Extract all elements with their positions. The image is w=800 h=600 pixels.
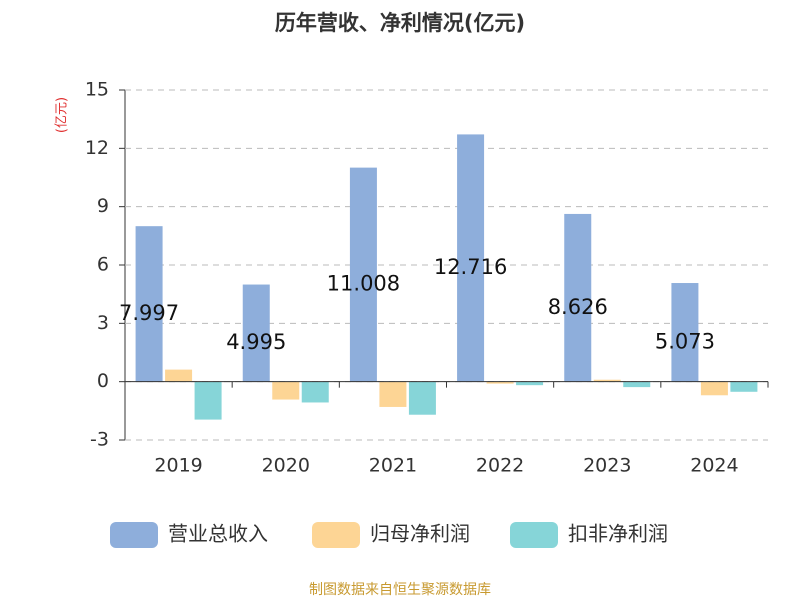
bar: [408, 381, 436, 415]
data-label: 12.716: [434, 255, 507, 279]
data-label: 8.626: [548, 295, 608, 319]
bar: [165, 369, 193, 382]
bar: [272, 381, 300, 400]
source-note: 制图数据来自恒生聚源数据库: [309, 582, 491, 598]
bar: [564, 213, 592, 382]
bar: [301, 381, 329, 403]
y-tick-label: 15: [85, 79, 109, 101]
bar: [194, 381, 222, 420]
bar: [457, 134, 485, 382]
bar: [671, 283, 699, 382]
bar: [593, 379, 621, 382]
data-label: 7.997: [119, 301, 179, 325]
x-tick-label: 2024: [690, 455, 738, 477]
bar: [135, 226, 163, 382]
y-tick-label: 0: [97, 370, 109, 392]
bar: [242, 284, 270, 382]
data-label: 4.995: [226, 330, 286, 354]
chart-title: 历年营收、净利情况(亿元): [275, 11, 525, 35]
y-tick-label: 9: [97, 195, 109, 217]
legend-swatch: [312, 522, 360, 548]
x-tick-label: 2020: [262, 455, 310, 477]
bar: [486, 381, 514, 384]
bar: [730, 381, 758, 392]
bar: [516, 381, 544, 386]
x-tick-label: 2019: [154, 455, 202, 477]
legend-swatch: [110, 522, 158, 548]
data-label: 11.008: [327, 272, 400, 296]
bar: [623, 381, 651, 388]
legend-swatch: [510, 522, 558, 548]
y-tick-label: 3: [97, 312, 109, 334]
bar: [379, 381, 407, 407]
legend-label: 归母净利润: [370, 522, 470, 546]
x-tick-label: 2021: [369, 455, 417, 477]
y-tick-label: 12: [85, 137, 109, 159]
legend-label: 扣非净利润: [568, 522, 668, 546]
x-tick-label: 2023: [583, 455, 631, 477]
bar: [700, 381, 728, 396]
x-tick-label: 2022: [476, 455, 524, 477]
data-label: 5.073: [655, 329, 715, 353]
bar: [349, 167, 377, 382]
y-axis-label: (亿元): [55, 97, 70, 133]
legend-label: 营业总收入: [168, 522, 268, 546]
y-tick-label: 6: [97, 254, 109, 276]
y-tick-label: -3: [90, 429, 109, 451]
